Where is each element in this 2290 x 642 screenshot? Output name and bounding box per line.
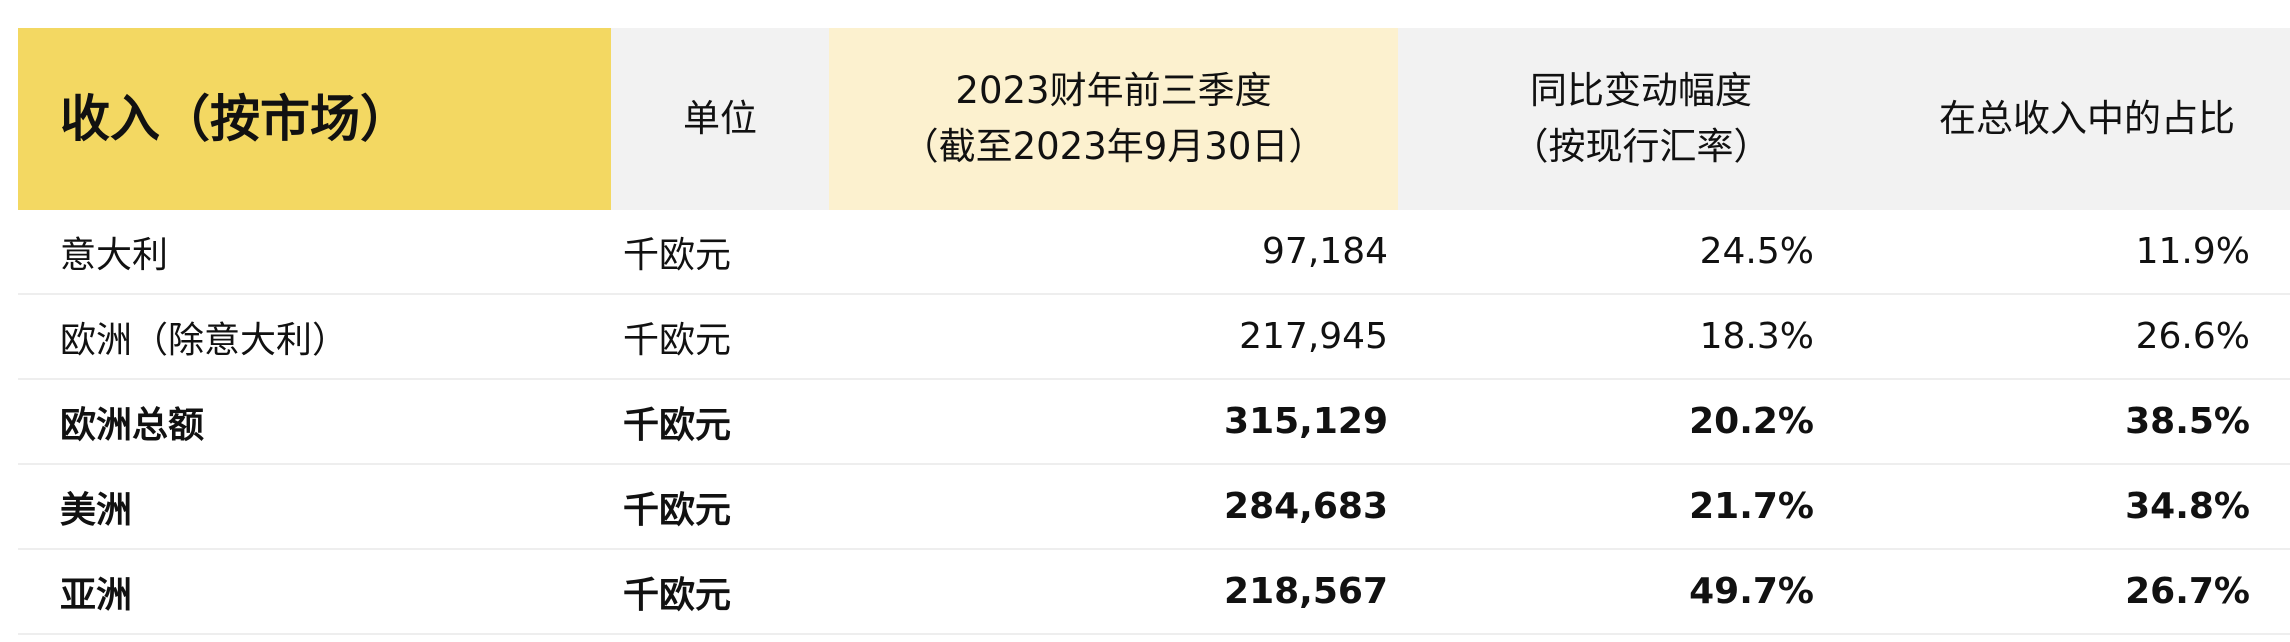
table-row: 欧洲（除意大利） 千欧元 217,945 18.3% 26.6% <box>18 294 2290 380</box>
period-header-line1: 2023财年前三季度 <box>955 69 1272 112</box>
unit-cell: 千欧元 <box>611 210 829 295</box>
unit-header: 单位 <box>611 28 829 210</box>
change-header-line1: 同比变动幅度 <box>1530 69 1752 112</box>
share-cell: 38.5% <box>1884 379 2290 465</box>
change-cell: 49.7% <box>1398 549 1884 635</box>
header-row: 收入（按市场） 单位 2023财年前三季度 （截至2023年9月30日） 同比变… <box>18 28 2290 210</box>
share-cell: 11.9% <box>1884 210 2290 295</box>
unit-cell: 千欧元 <box>611 549 829 635</box>
revenue-cell: 217,945 <box>829 294 1398 380</box>
change-cell: 20.2% <box>1398 379 1884 465</box>
share-cell: 34.8% <box>1884 464 2290 550</box>
unit-cell: 千欧元 <box>611 379 829 465</box>
market-cell: 欧洲总额 <box>18 379 611 465</box>
change-header-line2: （按现行汇率） <box>1511 125 1771 168</box>
unit-cell: 千欧元 <box>611 294 829 380</box>
share-header: 在总收入中的占比 <box>1884 28 2290 210</box>
table-row: 欧洲总额 千欧元 315,129 20.2% 38.5% <box>18 379 2290 465</box>
share-cell: 26.6% <box>1884 294 2290 380</box>
change-cell: 24.5% <box>1398 210 1884 295</box>
change-header: 同比变动幅度 （按现行汇率） <box>1398 28 1884 210</box>
share-cell: 26.7% <box>1884 549 2290 635</box>
revenue-by-market-table: 收入（按市场） 单位 2023财年前三季度 （截至2023年9月30日） 同比变… <box>18 28 2290 635</box>
table-row: 意大利 千欧元 97,184 24.5% 11.9% <box>18 210 2290 295</box>
unit-cell: 千欧元 <box>611 464 829 550</box>
market-cell: 美洲 <box>18 464 611 550</box>
table-title: 收入（按市场） <box>18 28 611 210</box>
revenue-cell: 315,129 <box>829 379 1398 465</box>
market-cell: 亚洲 <box>18 549 611 635</box>
change-cell: 18.3% <box>1398 294 1884 380</box>
revenue-cell: 284,683 <box>829 464 1398 550</box>
period-header-line2: （截至2023年9月30日） <box>901 125 1326 168</box>
table-row: 亚洲 千欧元 218,567 49.7% 26.7% <box>18 549 2290 635</box>
revenue-cell: 218,567 <box>829 549 1398 635</box>
revenue-cell: 97,184 <box>829 210 1398 295</box>
table-row: 美洲 千欧元 284,683 21.7% 34.8% <box>18 464 2290 550</box>
market-cell: 意大利 <box>18 210 611 295</box>
change-cell: 21.7% <box>1398 464 1884 550</box>
period-header: 2023财年前三季度 （截至2023年9月30日） <box>829 28 1398 210</box>
market-cell: 欧洲（除意大利） <box>18 294 611 380</box>
